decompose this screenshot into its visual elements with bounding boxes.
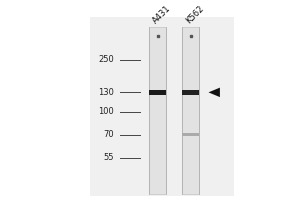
Bar	[182, 27, 199, 194]
Text: 70: 70	[103, 130, 114, 139]
Text: 130: 130	[98, 88, 114, 97]
Bar	[149, 90, 166, 95]
Bar	[149, 27, 166, 194]
Text: K562: K562	[184, 4, 206, 25]
Text: 250: 250	[98, 55, 114, 64]
Bar	[90, 17, 234, 196]
Bar	[182, 90, 199, 95]
Text: 55: 55	[103, 153, 114, 162]
Bar	[182, 133, 199, 136]
Polygon shape	[208, 88, 220, 97]
Text: 100: 100	[98, 107, 114, 116]
Text: A431: A431	[151, 3, 173, 25]
